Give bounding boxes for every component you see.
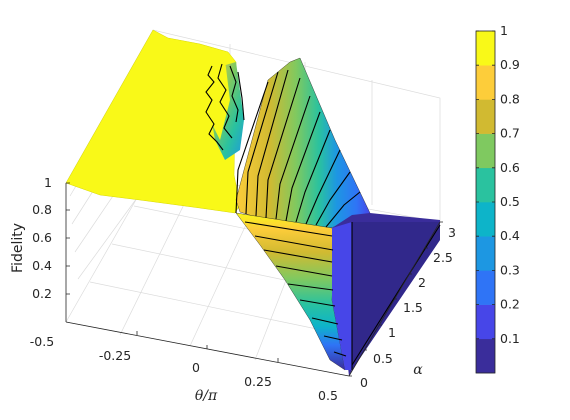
contour-lines — [205, 63, 441, 370]
y-ticks — [349, 221, 443, 377]
colorbar-band — [476, 338, 495, 374]
contour-4 — [265, 77, 301, 219]
surface-plateau-yellow — [65, 29, 241, 214]
colorbar-tick-label: 0.4 — [500, 228, 520, 243]
y-tick-label: 2 — [418, 275, 426, 290]
z-tick-label: 0.8 — [32, 202, 52, 217]
contour-9 — [315, 171, 351, 226]
axes — [65, 182, 443, 377]
contour-front-2 — [254, 235, 334, 251]
colorbar-tick-label: 0.7 — [500, 126, 520, 141]
y-tick-label: 1.5 — [403, 300, 423, 315]
contour-teeth-3 — [229, 65, 239, 123]
colorbar: 0.1 0.2 0.3 0.4 0.5 0.6 0.7 0.8 0.9 1 — [475, 23, 520, 374]
contour-front-1 — [244, 221, 333, 237]
contour-8 — [305, 149, 341, 225]
contour-10 — [325, 191, 361, 228]
colorbar-band — [476, 31, 495, 66]
surface-teeth-yellow — [203, 60, 230, 140]
colorbar-band — [476, 65, 495, 100]
colorbar-tick-label: 1 — [500, 23, 508, 38]
z-tick-label: 0.6 — [32, 230, 52, 245]
contour-teeth-4 — [237, 71, 245, 121]
x-axis-line — [65, 321, 350, 377]
z-tick-label: 0.2 — [32, 286, 52, 301]
contour-teeth-1 — [205, 65, 224, 151]
fidelity-surface — [65, 29, 440, 376]
x-tick-labels: -0.5 -0.25 0 0.25 0.5 — [30, 334, 338, 403]
x-tick-label: -0.5 — [30, 334, 54, 349]
x-tick-label: 0.25 — [244, 374, 272, 389]
colorbar-tick-label: 0.1 — [500, 331, 520, 346]
colorbar-band — [476, 304, 495, 340]
z-tick-label: 1 — [44, 175, 52, 190]
colorbar-band — [476, 236, 495, 271]
contour-6 — [285, 111, 321, 222]
z-tick-labels: 0.2 0.4 0.6 0.8 1 — [32, 175, 52, 301]
contour-front-6 — [299, 299, 336, 307]
contour-front-3 — [263, 249, 333, 263]
contour-1 — [235, 81, 269, 214]
colorbar-tick-label: 0.8 — [500, 91, 520, 106]
contour-5 — [275, 95, 311, 220]
contour-2 — [245, 71, 279, 215]
colorbar-band — [476, 99, 495, 134]
surface-slope — [235, 57, 371, 229]
colorbar-tick-label: 0.9 — [500, 57, 520, 72]
contour-7 — [295, 129, 331, 223]
contour-front-8 — [323, 335, 343, 341]
y-tick-label: 3 — [448, 225, 456, 240]
x-tick-label: -0.25 — [99, 348, 131, 363]
contour-front-7 — [311, 317, 339, 325]
y-tick-label: 2.5 — [433, 250, 453, 265]
x-tick-label: 0 — [192, 360, 200, 375]
x-axis-label: θ/π — [195, 388, 218, 404]
z-ticks — [66, 182, 70, 295]
contour-front-4 — [275, 265, 333, 277]
z-axis-label: Fidelity — [10, 223, 26, 273]
x-ticks — [136, 331, 279, 362]
surface-front-face — [235, 212, 346, 371]
colorbar-band — [476, 270, 495, 305]
y-tick-label: 0 — [360, 375, 368, 390]
z-tick-label: 0.4 — [32, 258, 52, 273]
y-tick-labels: 0 0.5 1 1.5 2 2.5 3 — [360, 225, 456, 390]
colorbar-tick-label: 0.5 — [500, 194, 520, 209]
y-tick-label: 1 — [388, 325, 396, 340]
colorbar-band — [476, 202, 495, 237]
contour-3 — [255, 69, 289, 217]
colorbar-band — [476, 133, 495, 169]
colorbar-tick-label: 0.2 — [500, 297, 520, 312]
colorbar-tick-label: 0.6 — [500, 160, 520, 175]
y-axis-label: α — [413, 362, 423, 378]
y-tick-label: 0.5 — [373, 351, 393, 366]
surface-front-right-face — [332, 222, 352, 370]
x-tick-label: 0.5 — [318, 388, 338, 403]
colorbar-tick-label: 0.3 — [500, 262, 520, 277]
contour-teeth-2 — [217, 63, 233, 139]
contour-front-9 — [333, 351, 347, 357]
colorbar-band — [476, 167, 495, 203]
contour-front-5 — [287, 283, 334, 291]
